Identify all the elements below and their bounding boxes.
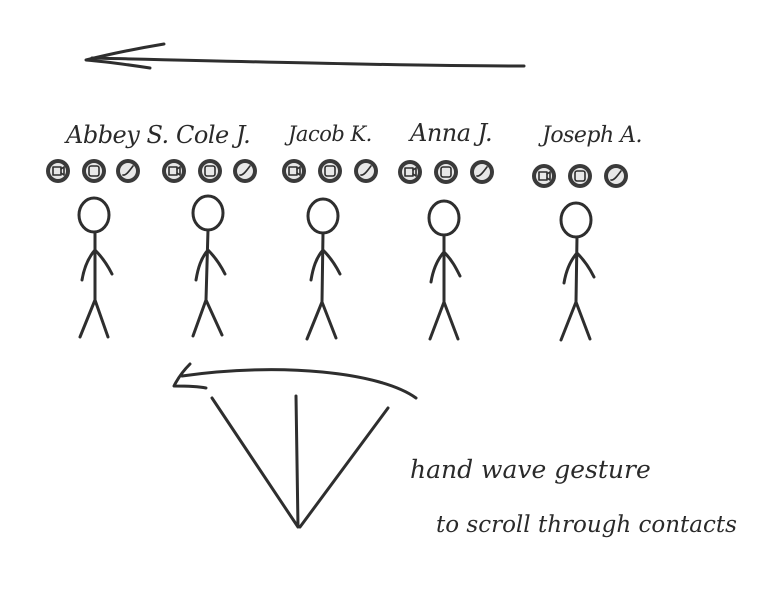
contact-card[interactable]: Joseph A.: [532, 123, 643, 342]
phone-icon[interactable]: [604, 164, 628, 188]
contact-actions: [46, 159, 140, 183]
phone-icon[interactable]: [470, 160, 494, 184]
contact-name: Abbey S.: [64, 121, 169, 149]
top-scroll-arrow: [84, 42, 526, 70]
contact-actions: [532, 164, 628, 188]
contact-avatar-stick-figure: [191, 194, 227, 338]
contact-avatar-stick-figure: [427, 199, 462, 341]
video-call-icon[interactable]: [532, 164, 556, 188]
contact-card[interactable]: Anna J.: [398, 119, 494, 341]
gesture-arrow: [172, 362, 418, 400]
contact-name: Cole J.: [176, 121, 250, 149]
contact-name: Anna J.: [408, 119, 492, 147]
gesture-note-line1: hand wave gesture: [410, 455, 651, 484]
video-call-icon[interactable]: [162, 159, 186, 183]
message-icon[interactable]: [568, 164, 592, 188]
contact-actions: [282, 159, 378, 183]
message-icon[interactable]: [318, 159, 342, 183]
contact-card[interactable]: Cole J.: [162, 121, 257, 338]
contact-actions: [162, 159, 257, 183]
phone-icon[interactable]: [116, 159, 140, 183]
phone-icon[interactable]: [233, 159, 257, 183]
contact-card[interactable]: Jacob K.: [282, 122, 378, 341]
phone-icon[interactable]: [354, 159, 378, 183]
message-icon[interactable]: [82, 159, 106, 183]
hand-wave-gesture-fan: [210, 394, 390, 529]
message-icon[interactable]: [198, 159, 222, 183]
video-call-icon[interactable]: [282, 159, 306, 183]
gesture-note-line2: to scroll through contacts: [436, 512, 737, 538]
contact-avatar-stick-figure: [559, 201, 596, 342]
video-call-icon[interactable]: [398, 160, 422, 184]
contact-avatar-stick-figure: [77, 196, 114, 339]
message-icon[interactable]: [434, 160, 458, 184]
contact-avatar-stick-figure: [305, 197, 342, 341]
gesture-annotation: hand wave gesture to scroll through cont…: [410, 455, 737, 538]
contact-name: Joseph A.: [538, 123, 642, 148]
contact-actions: [398, 160, 494, 184]
contact-card[interactable]: Abbey S.: [46, 121, 169, 339]
contact-name: Jacob K.: [284, 122, 372, 146]
video-call-icon[interactable]: [46, 159, 70, 183]
